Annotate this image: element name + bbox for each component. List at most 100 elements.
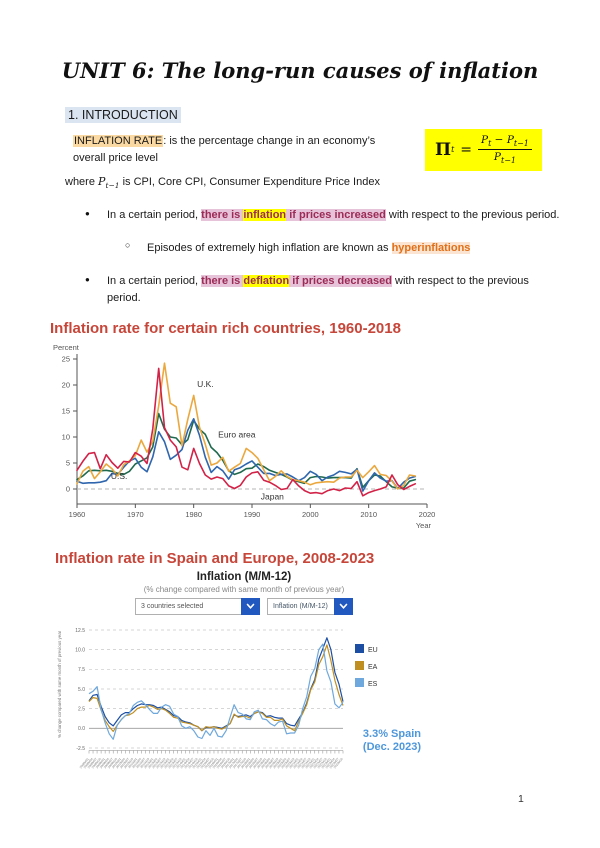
section-heading: 1. INTRODUCTION bbox=[65, 107, 560, 123]
svg-text:3.3% Spain: 3.3% Spain bbox=[363, 728, 421, 740]
page-number: 1 bbox=[518, 793, 524, 805]
svg-text:% change compared with same mo: % change compared with same month of pre… bbox=[57, 631, 62, 739]
formula-equals: = bbox=[460, 141, 473, 158]
svg-text:(Dec. 2023): (Dec. 2023) bbox=[363, 741, 421, 753]
svg-text:0: 0 bbox=[66, 485, 70, 494]
svg-text:2010M10: 2010M10 bbox=[123, 757, 134, 769]
svg-text:12.5: 12.5 bbox=[75, 628, 85, 634]
hyperinflation-term: hyperinflations bbox=[391, 241, 471, 254]
svg-text:2017M10: 2017M10 bbox=[236, 757, 247, 769]
svg-text:1980: 1980 bbox=[185, 510, 202, 519]
svg-text:2022M01: 2022M01 bbox=[304, 757, 315, 769]
svg-text:2013M07: 2013M07 bbox=[167, 757, 178, 769]
svg-text:2020M01: 2020M01 bbox=[272, 757, 283, 769]
definition-row: INFLATION RATE: is the percentage change… bbox=[65, 129, 560, 172]
svg-text:2018M10: 2018M10 bbox=[252, 757, 263, 769]
svg-text:Euro area: Euro area bbox=[218, 430, 256, 440]
svg-text:EU: EU bbox=[368, 647, 378, 654]
bullet-hyperinflation-text: Episodes of extremely high inflation are… bbox=[147, 241, 471, 254]
indicator-dropdown[interactable]: Inflation (M/M-12) bbox=[267, 598, 353, 616]
svg-text:2015M01: 2015M01 bbox=[192, 757, 203, 769]
page-title: UNIT 6: The long-run causes of inflation bbox=[61, 58, 539, 83]
svg-text:2013M01: 2013M01 bbox=[159, 757, 170, 769]
europe-inflation-chart: % change compared with same month of pre… bbox=[53, 618, 435, 793]
svg-text:1960: 1960 bbox=[69, 510, 86, 519]
svg-text:2010: 2010 bbox=[360, 510, 377, 519]
svg-text:2019M07: 2019M07 bbox=[264, 757, 275, 769]
svg-text:2015M07: 2015M07 bbox=[200, 757, 211, 769]
svg-text:10.0: 10.0 bbox=[75, 648, 85, 654]
svg-text:2017M04: 2017M04 bbox=[228, 757, 239, 769]
svg-text:2019M01: 2019M01 bbox=[256, 757, 267, 769]
formula-denominator: Pt−1 bbox=[493, 151, 516, 166]
svg-text:2016M04: 2016M04 bbox=[212, 757, 223, 769]
svg-text:20: 20 bbox=[62, 381, 70, 390]
svg-text:2008M04: 2008M04 bbox=[83, 757, 94, 769]
definition-term: INFLATION RATE bbox=[73, 135, 164, 147]
svg-text:2023M10: 2023M10 bbox=[333, 757, 344, 769]
svg-text:2013M10: 2013M10 bbox=[171, 757, 182, 769]
svg-text:2015M04: 2015M04 bbox=[196, 757, 207, 769]
svg-text:2009M10: 2009M10 bbox=[107, 757, 118, 769]
svg-text:2016M01: 2016M01 bbox=[208, 757, 219, 769]
svg-text:2017M07: 2017M07 bbox=[232, 757, 243, 769]
svg-text:2014M10: 2014M10 bbox=[188, 757, 199, 769]
svg-text:EA: EA bbox=[368, 664, 378, 671]
svg-text:5: 5 bbox=[66, 459, 70, 468]
svg-text:2023M01: 2023M01 bbox=[321, 757, 332, 769]
svg-text:2009M07: 2009M07 bbox=[103, 757, 114, 769]
svg-text:2019M10: 2019M10 bbox=[268, 757, 279, 769]
svg-text:2013M04: 2013M04 bbox=[163, 757, 174, 769]
definition-text: INFLATION RATE: is the percentage change… bbox=[73, 133, 403, 167]
svg-text:2000: 2000 bbox=[302, 510, 319, 519]
svg-text:Japan: Japan bbox=[261, 492, 284, 502]
europe-chart-subtitle: (% change compared with same month of pr… bbox=[143, 585, 345, 595]
svg-text:2022M07: 2022M07 bbox=[312, 757, 323, 769]
bullet-inflation: In a certain period, there is inflation … bbox=[85, 207, 560, 224]
svg-text:U.K.: U.K. bbox=[197, 379, 214, 389]
svg-text:2008M01: 2008M01 bbox=[79, 757, 90, 769]
formula-pi-sub: t bbox=[451, 145, 455, 155]
svg-text:2020M04: 2020M04 bbox=[276, 757, 287, 769]
svg-text:Year: Year bbox=[416, 521, 432, 530]
svg-text:2020: 2020 bbox=[419, 510, 435, 519]
svg-text:15: 15 bbox=[62, 407, 70, 416]
svg-text:10: 10 bbox=[62, 433, 70, 442]
svg-text:25: 25 bbox=[62, 355, 70, 364]
indicator-dropdown-value: Inflation (M/M-12) bbox=[267, 598, 334, 616]
svg-text:2023M04: 2023M04 bbox=[325, 757, 336, 769]
svg-text:2011M04: 2011M04 bbox=[131, 757, 142, 769]
europe-chart-heading: Inflation rate in Spain and Europe, 2008… bbox=[55, 550, 375, 568]
formula-fraction: Pt − Pt−1 Pt−1 bbox=[478, 134, 532, 165]
europe-chart-title: Inflation (M/M-12) bbox=[196, 571, 292, 584]
chevron-down-icon[interactable] bbox=[241, 598, 260, 616]
rich-countries-chart: Percent 0 5 10 15 20 25 1960 1970 1980 1990 2000 201… bbox=[35, 341, 600, 542]
svg-text:2020M10: 2020M10 bbox=[284, 757, 295, 769]
svg-text:2023M07: 2023M07 bbox=[329, 757, 340, 769]
formula-numerator: Pt − Pt−1 bbox=[478, 134, 532, 151]
svg-text:7.5: 7.5 bbox=[78, 667, 85, 673]
svg-text:2012M04: 2012M04 bbox=[147, 757, 158, 769]
svg-text:2018M07: 2018M07 bbox=[248, 757, 259, 769]
svg-text:2011M01: 2011M01 bbox=[127, 757, 138, 769]
svg-text:2020M07: 2020M07 bbox=[280, 757, 291, 769]
svg-text:2021M07: 2021M07 bbox=[296, 757, 307, 769]
svg-text:2.5: 2.5 bbox=[78, 707, 85, 713]
definition-body: : is the percentage change in an economy… bbox=[73, 135, 376, 165]
svg-text:2018M01: 2018M01 bbox=[240, 757, 251, 769]
svg-text:2010M04: 2010M04 bbox=[115, 757, 126, 769]
where-clause: where Pt−1 is CPI, Core CPI, Consumer Ex… bbox=[65, 175, 380, 191]
svg-text:2021M10: 2021M10 bbox=[300, 757, 311, 769]
countries-dropdown[interactable]: 3 countries selected bbox=[135, 598, 260, 616]
section-heading-text: 1. INTRODUCTION bbox=[65, 107, 181, 123]
chevron-down-icon[interactable] bbox=[334, 598, 353, 616]
svg-text:1970: 1970 bbox=[127, 510, 144, 519]
bullet-hyperinflation: Episodes of extremely high inflation are… bbox=[125, 240, 560, 257]
svg-text:ES: ES bbox=[368, 681, 378, 688]
svg-text:2021M01: 2021M01 bbox=[288, 757, 299, 769]
svg-text:2014M01: 2014M01 bbox=[175, 757, 186, 769]
svg-text:-2.5: -2.5 bbox=[76, 746, 85, 752]
svg-text:2011M07: 2011M07 bbox=[135, 757, 146, 769]
svg-text:2016M10: 2016M10 bbox=[220, 757, 231, 769]
